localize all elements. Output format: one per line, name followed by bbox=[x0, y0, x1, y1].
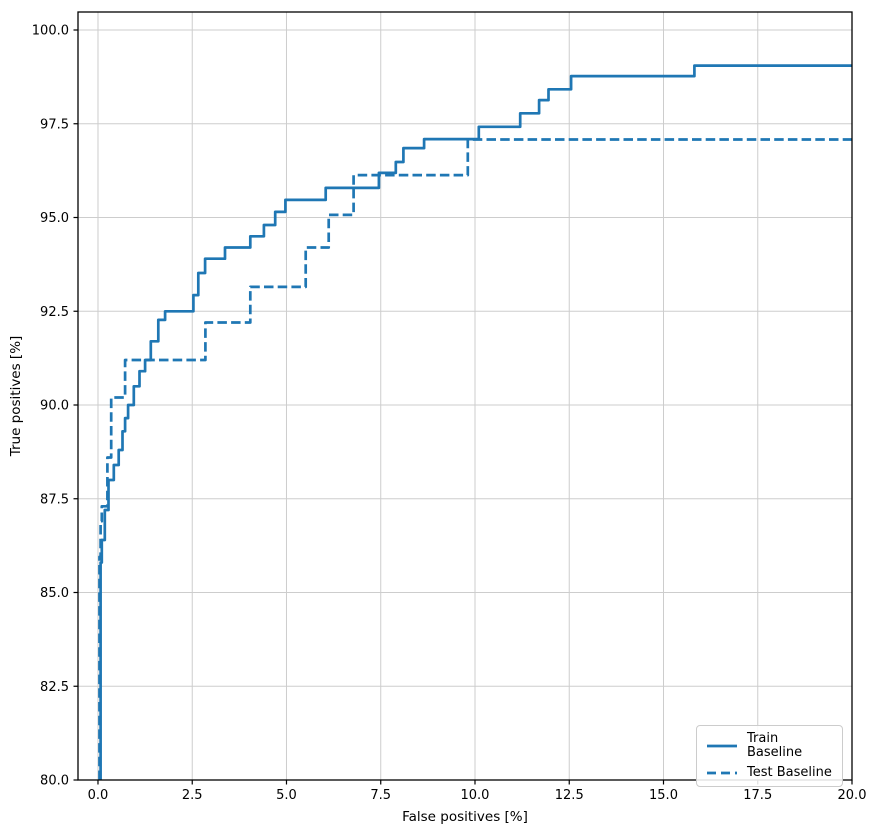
legend-item-test-baseline: Test Baseline bbox=[706, 764, 834, 780]
test-baseline-line bbox=[98, 138, 852, 780]
x-tick-label: 0.0 bbox=[88, 788, 109, 803]
plot-border bbox=[77, 11, 853, 781]
legend-label-test: Test Baseline bbox=[747, 764, 832, 780]
x-tick-label: 20.0 bbox=[838, 788, 867, 803]
x-tick-label: 5.0 bbox=[276, 788, 297, 803]
solid-line-swatch-icon bbox=[707, 744, 737, 748]
y-tick-label: 85.0 bbox=[40, 586, 69, 601]
y-tick-label: 95.0 bbox=[40, 211, 69, 226]
x-tick-label: 12.5 bbox=[555, 788, 584, 803]
x-tick-label: 17.5 bbox=[743, 788, 772, 803]
y-tick-label: 97.5 bbox=[40, 117, 69, 132]
y-tick-label: 92.5 bbox=[40, 305, 69, 320]
y-tick-label: 87.5 bbox=[40, 492, 69, 507]
legend-label-train: Train Baseline bbox=[747, 731, 803, 761]
legend-item-train-baseline: Train Baseline bbox=[706, 731, 834, 761]
y-tick-label: 100.0 bbox=[32, 24, 69, 39]
x-axis-label: False positives [%] bbox=[402, 809, 528, 825]
x-tick-label: 2.5 bbox=[182, 788, 203, 803]
x-tick-label: 7.5 bbox=[370, 788, 391, 803]
dashed-line-swatch-icon bbox=[707, 771, 737, 775]
train-baseline-line bbox=[99, 64, 852, 780]
x-tick-label: 15.0 bbox=[649, 788, 678, 803]
legend: Train Baseline Test Baseline bbox=[696, 725, 843, 787]
y-axis-label: True positives [%] bbox=[8, 335, 24, 457]
y-tick-label: 82.5 bbox=[40, 680, 69, 695]
y-tick-label: 90.0 bbox=[40, 399, 69, 414]
x-tick-label: 10.0 bbox=[461, 788, 490, 803]
y-tick-label: 80.0 bbox=[40, 774, 69, 789]
